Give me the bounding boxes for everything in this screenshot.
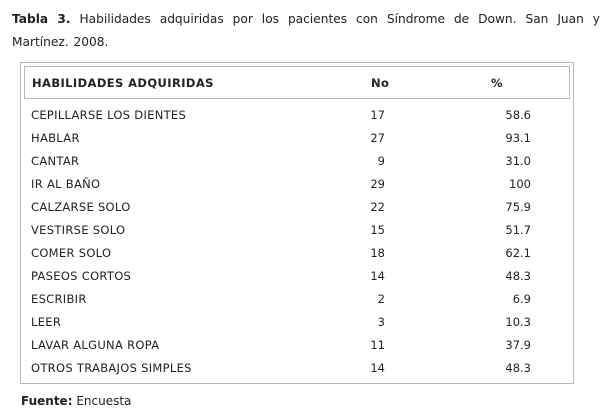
table-row: HABLAR 27 93.1 — [21, 127, 573, 150]
cell-skill: IR AL BAÑO — [31, 177, 101, 191]
cell-number: 27 — [370, 131, 385, 145]
cell-percent: 75.9 — [505, 200, 531, 214]
cell-number: 3 — [377, 315, 385, 329]
table-row: ESCRIBIR 2 6.9 — [21, 288, 573, 311]
cell-percent: 100 — [509, 177, 531, 191]
cell-skill: CEPILLARSE LOS DIENTES — [31, 108, 187, 122]
cell-number: 22 — [370, 200, 385, 214]
cell-number: 14 — [370, 269, 385, 283]
cell-skill: LAVAR ALGUNA ROPA — [31, 338, 160, 352]
cell-number: 11 — [370, 338, 385, 352]
source-label: Fuente: — [21, 394, 73, 408]
cell-skill: VESTIRSE SOLO — [31, 223, 126, 237]
cell-percent: 62.1 — [505, 246, 531, 260]
table-row: IR AL BAÑO 29 100 — [21, 173, 573, 196]
cell-number: 29 — [370, 177, 385, 191]
source-note: Fuente: Encuesta — [21, 394, 131, 408]
table-header: HABILIDADES ADQUIRIDAS No % — [24, 66, 570, 99]
caption-text: Habilidades adquiridas por los pacientes… — [12, 12, 600, 49]
cell-skill: PASEOS CORTOS — [31, 269, 132, 283]
cell-percent: 37.9 — [505, 338, 531, 352]
cell-number: 2 — [377, 292, 385, 306]
cell-percent: 58.6 — [505, 108, 531, 122]
cell-skill: HABLAR — [31, 131, 80, 145]
cell-skill: CALZARSE SOLO — [31, 200, 131, 214]
cell-skill: LEER — [31, 315, 62, 329]
cell-skill: COMER SOLO — [31, 246, 112, 260]
cell-number: 9 — [377, 154, 385, 168]
skills-table: HABILIDADES ADQUIRIDAS No % CEPILLARSE L… — [20, 62, 574, 384]
table-row: LEER 3 10.3 — [21, 311, 573, 334]
cell-percent: 6.9 — [512, 292, 531, 306]
cell-percent: 10.3 — [505, 315, 531, 329]
table-row: VESTIRSE SOLO 15 51.7 — [21, 219, 573, 242]
header-percent: % — [491, 76, 503, 90]
cell-percent: 48.3 — [505, 361, 531, 375]
cell-percent: 31.0 — [505, 154, 531, 168]
cell-number: 18 — [370, 246, 385, 260]
cell-percent: 93.1 — [505, 131, 531, 145]
table-row: CALZARSE SOLO 22 75.9 — [21, 196, 573, 219]
cell-skill: OTROS TRABAJOS SIMPLES — [31, 361, 192, 375]
cell-number: 14 — [370, 361, 385, 375]
table-caption: Tabla 3. Habilidades adquiridas por los … — [12, 8, 600, 54]
table-row: CANTAR 9 31.0 — [21, 150, 573, 173]
table-row: CEPILLARSE LOS DIENTES 17 58.6 — [21, 104, 573, 127]
cell-percent: 48.3 — [505, 269, 531, 283]
header-number: No — [371, 76, 390, 90]
header-skills: HABILIDADES ADQUIRIDAS — [32, 76, 214, 90]
table-row: PASEOS CORTOS 14 48.3 — [21, 265, 573, 288]
caption-label: Tabla 3. — [12, 12, 71, 26]
cell-number: 15 — [370, 223, 385, 237]
cell-percent: 51.7 — [505, 223, 531, 237]
table-row: OTROS TRABAJOS SIMPLES 14 48.3 — [21, 357, 573, 380]
cell-skill: ESCRIBIR — [31, 292, 87, 306]
table-row: LAVAR ALGUNA ROPA 11 37.9 — [21, 334, 573, 357]
source-text: Encuesta — [76, 394, 132, 408]
table-row: COMER SOLO 18 62.1 — [21, 242, 573, 265]
cell-skill: CANTAR — [31, 154, 80, 168]
cell-number: 17 — [370, 108, 385, 122]
